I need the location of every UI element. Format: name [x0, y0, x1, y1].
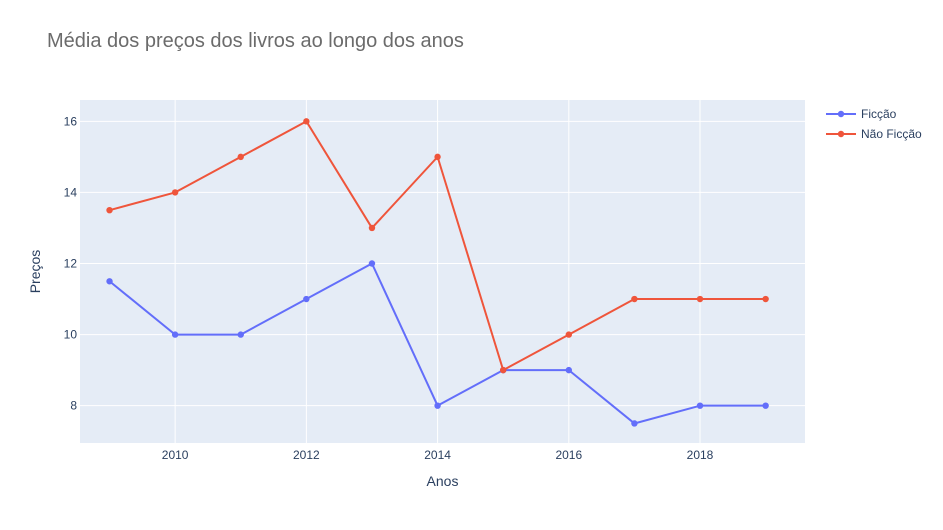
data-point[interactable]	[565, 331, 573, 338]
plot-area	[80, 100, 805, 443]
y-tick-label: 8	[70, 399, 77, 413]
series-nao-ficcao	[106, 118, 769, 374]
legend: Ficção Não Ficção	[826, 107, 922, 141]
y-tick-label: 16	[64, 114, 78, 128]
x-axis-title: Anos	[427, 473, 459, 489]
legend-label: Ficção	[861, 107, 897, 121]
data-point[interactable]	[237, 153, 244, 161]
data-point[interactable]	[434, 402, 441, 409]
data-point[interactable]	[434, 153, 441, 161]
y-tick-label: 14	[64, 185, 78, 199]
data-point[interactable]	[303, 118, 310, 125]
data-point[interactable]	[631, 295, 638, 303]
data-point[interactable]	[368, 260, 376, 267]
y-tick-label: 10	[64, 328, 78, 342]
data-point[interactable]	[368, 224, 376, 232]
x-tick-label: 2016	[555, 448, 582, 462]
data-point[interactable]	[696, 402, 704, 409]
data-point[interactable]	[171, 189, 179, 196]
x-tick-label: 2018	[687, 448, 714, 462]
chart-title: Média dos preços dos livros ao longo dos…	[47, 30, 464, 52]
data-point[interactable]	[237, 331, 244, 338]
tick-labels: 2010 2012 2014 2016 2018 8 10 12 14 16	[64, 114, 714, 462]
data-point[interactable]	[171, 331, 179, 338]
data-point[interactable]	[631, 420, 638, 427]
legend-swatch-marker	[837, 110, 845, 118]
data-point[interactable]	[762, 295, 769, 303]
data-point[interactable]	[762, 402, 769, 409]
data-point[interactable]	[696, 295, 704, 303]
data-point[interactable]	[499, 366, 507, 374]
x-tick-label: 2010	[162, 448, 189, 462]
legend-item[interactable]: Ficção	[826, 107, 897, 121]
y-tick-label: 12	[64, 257, 78, 271]
legend-item[interactable]: Não Ficção	[826, 127, 922, 141]
legend-swatch-marker	[837, 130, 845, 138]
x-tick-label: 2014	[424, 448, 451, 462]
data-point[interactable]	[106, 278, 113, 285]
data-point[interactable]	[303, 295, 310, 303]
x-tick-label: 2012	[293, 448, 320, 462]
legend-label: Não Ficção	[861, 127, 922, 141]
data-point[interactable]	[106, 206, 113, 214]
y-axis-title: Preços	[27, 250, 43, 294]
data-point[interactable]	[565, 366, 573, 374]
